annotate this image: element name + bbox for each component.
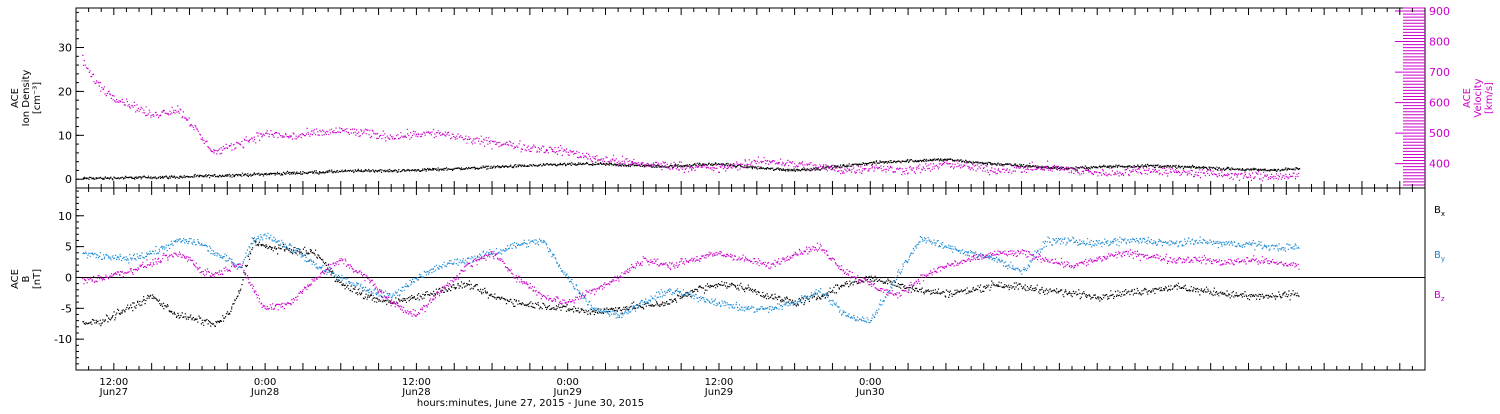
velocity-ylabel-line: ACE	[1462, 88, 1473, 108]
field-axis-ylabel-line: [nT]	[32, 269, 43, 289]
x-tick-label-date: Jun28	[401, 387, 430, 398]
legend-subscript: y	[1441, 255, 1445, 263]
series-bx-points	[82, 238, 1300, 327]
velocity-ylabel-line: Velocity	[1473, 78, 1484, 117]
legend-label: B	[1434, 290, 1441, 301]
x-tick-label-date: Jun28	[250, 387, 279, 398]
legend-label: B	[1434, 205, 1441, 216]
density-axis-tick-label: 30	[58, 42, 72, 55]
series-bz-points	[82, 242, 1300, 317]
density-axis-ylabel-line: Ion Density	[21, 70, 32, 127]
x-tick-label-date: Jun30	[855, 387, 884, 398]
x-tick-label-date: Jun29	[553, 387, 582, 398]
x-axis-title: hours:minutes, June 27, 2015 - June 30, …	[417, 398, 644, 409]
panel2-frame	[75, 187, 1426, 371]
velocity-tick-label: 900	[1429, 5, 1450, 18]
density-axis-tick-label: 0	[65, 173, 72, 186]
density-series	[82, 158, 1301, 181]
field-axis-ylabel-line: B	[21, 275, 32, 282]
legend-subscript: z	[1441, 295, 1445, 303]
x-tick-label-time: 0:00	[556, 377, 578, 388]
field-axis-tick-label: -10	[54, 333, 72, 346]
time-axis: 12:00Jun270:00Jun2812:00Jun280:00Jun2912…	[75, 8, 1426, 409]
velocity-tick-label: 800	[1429, 36, 1450, 49]
legend-bz: Bz	[1434, 290, 1445, 303]
density-axis-ylabel-line: [cm⁻³]	[32, 82, 43, 114]
x-tick-label-time: 12:00	[99, 377, 128, 388]
velocity-ylabel-line: [km/s]	[1484, 82, 1495, 114]
velocity-tick-label: 700	[1429, 66, 1450, 79]
series-bx	[82, 238, 1300, 327]
velocity-tick-label: 600	[1429, 97, 1450, 110]
field-axis-ylabel-line: ACE	[10, 269, 21, 289]
legend-subscript: x	[1441, 210, 1445, 218]
x-tick-label-date: Jun27	[99, 387, 128, 398]
series-bz	[82, 242, 1300, 317]
field-axis-tick-label: 0	[65, 271, 72, 284]
legend-by: By	[1434, 250, 1445, 263]
velocity-tick-label: 500	[1429, 127, 1450, 140]
x-tick-label-time: 12:00	[402, 377, 431, 388]
density-axis-tick-label: 20	[58, 85, 72, 98]
density-axis-tick-label: 10	[58, 129, 72, 142]
field-axis-tick-label: 10	[58, 210, 72, 223]
velocity-tick-label: 400	[1429, 158, 1450, 171]
density-series-points	[82, 158, 1301, 181]
x-tick-label-time: 0:00	[859, 377, 881, 388]
legend-bx: Bx	[1434, 205, 1445, 218]
panel2-data	[82, 232, 1300, 327]
field-axis-tick-label: 5	[65, 241, 72, 254]
x-tick-label-time: 0:00	[254, 377, 276, 388]
density-axis-ylabel-line: ACE	[10, 88, 21, 108]
field-axis-tick-label: -5	[61, 302, 72, 315]
legend-label: B	[1434, 250, 1441, 261]
x-tick-label-time: 12:00	[705, 377, 734, 388]
panel1-data	[82, 54, 1301, 182]
x-tick-label-date: Jun29	[704, 387, 733, 398]
